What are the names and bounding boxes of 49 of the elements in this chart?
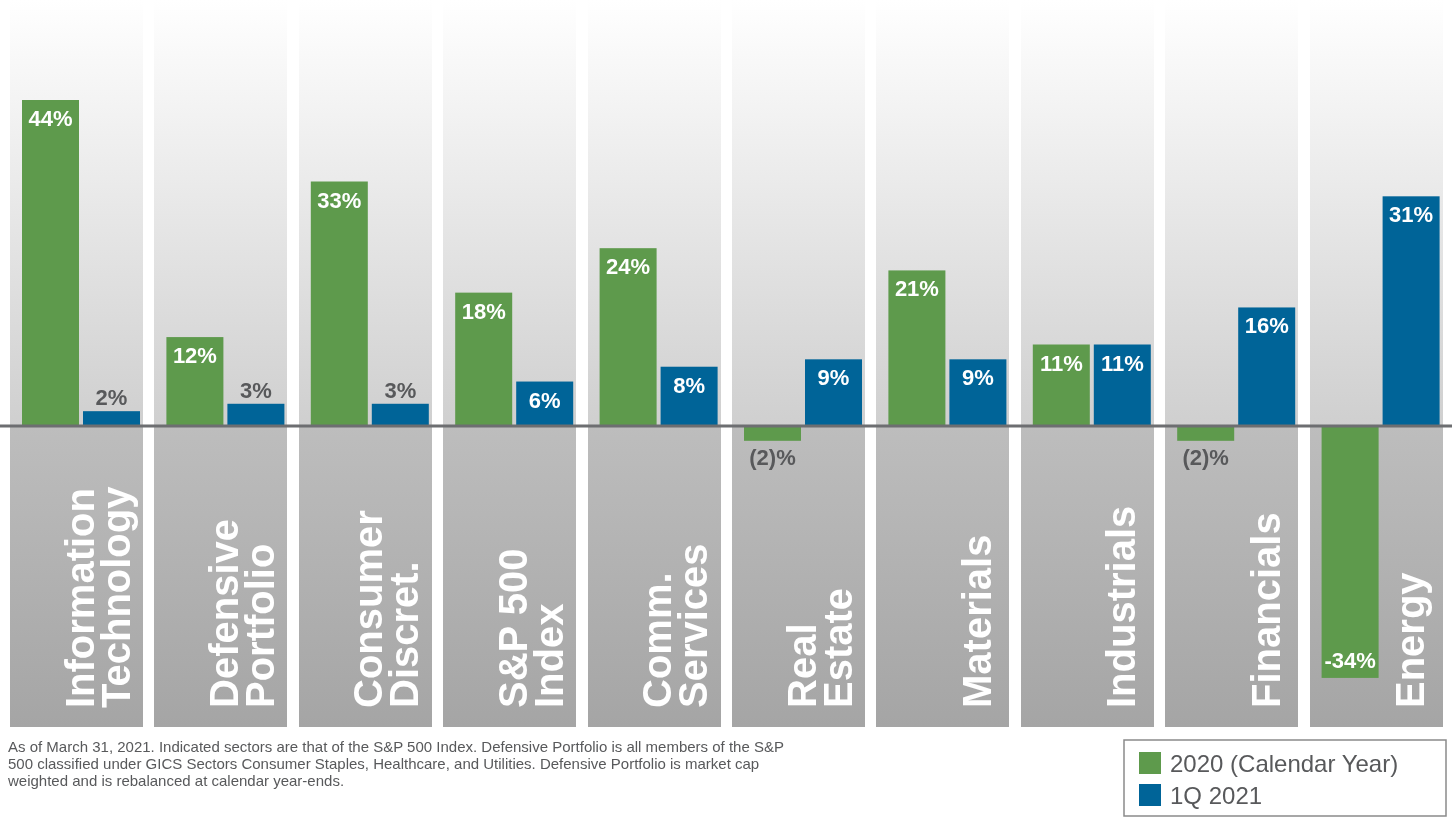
data-label: 11%: [1039, 350, 1083, 376]
bar: [1032, 344, 1090, 426]
data-label: 44%: [28, 106, 73, 131]
data-label: 21%: [894, 276, 939, 302]
bar: [227, 403, 285, 426]
data-label: -34%: [1324, 647, 1376, 673]
bar: [888, 270, 946, 426]
bar: [805, 359, 862, 426]
data-label: (2)%: [749, 444, 796, 470]
bar: [310, 181, 368, 426]
data-label: 12%: [172, 343, 217, 369]
bar: [1321, 426, 1379, 678]
data-label: 18%: [461, 298, 506, 324]
data-label: 31%: [1389, 202, 1434, 228]
bar: [949, 359, 1007, 426]
x-tick-label: Energy: [1388, 571, 1433, 708]
x-tick-label: S&P 500 Index: [490, 548, 571, 708]
x-tick-label: Comm. Services: [635, 543, 716, 708]
bar: [1093, 344, 1151, 426]
x-tick-label: Consumer Discret.: [346, 510, 427, 708]
x-tick-label: Materials: [954, 534, 999, 708]
data-label: 2%: [95, 385, 128, 411]
text: As of March 31, 2021. Indicated sectors are that of the S&P 500 Index. Defensive Portfolio is all members of the S&P 500 classified under GICS Sectors Consumer Staples, Healthcare, and Utilities. Defensive Portfolio is market cap weighted and is rebalanced at calendar year-ends.: [7, 738, 784, 789]
data-label: 3%: [240, 377, 272, 403]
x-tick-label: Real Estate: [779, 587, 860, 708]
bar: [1238, 307, 1296, 426]
bar: [599, 248, 657, 426]
data-label: 33%: [317, 187, 362, 213]
bar: [371, 403, 429, 426]
data-label: 9%: [817, 365, 850, 391]
data-label: 8%: [673, 372, 705, 398]
data-label: 3%: [384, 377, 417, 403]
x-tick-label: Industrials: [1099, 505, 1144, 708]
data-label: 24%: [606, 254, 651, 280]
x-tick-label: Information Technology: [57, 485, 138, 708]
bar: [83, 411, 140, 426]
x-tick-label: Defensive Portfolio: [201, 519, 282, 708]
bar: [455, 292, 513, 426]
bar: [1382, 196, 1440, 426]
data-label: 9%: [962, 365, 994, 391]
legend-label: 1Q 2021: [1170, 782, 1263, 809]
bar: [166, 337, 224, 426]
data-label: (2)%: [1182, 444, 1229, 470]
data-label: 11%: [1100, 350, 1144, 376]
legend-label: 2020 (Calendar Year): [1170, 750, 1399, 777]
bar: [22, 100, 79, 426]
x-tick-label: Financials: [1243, 512, 1288, 708]
data-label: 16%: [1244, 313, 1289, 339]
data-label: 6%: [528, 387, 561, 413]
